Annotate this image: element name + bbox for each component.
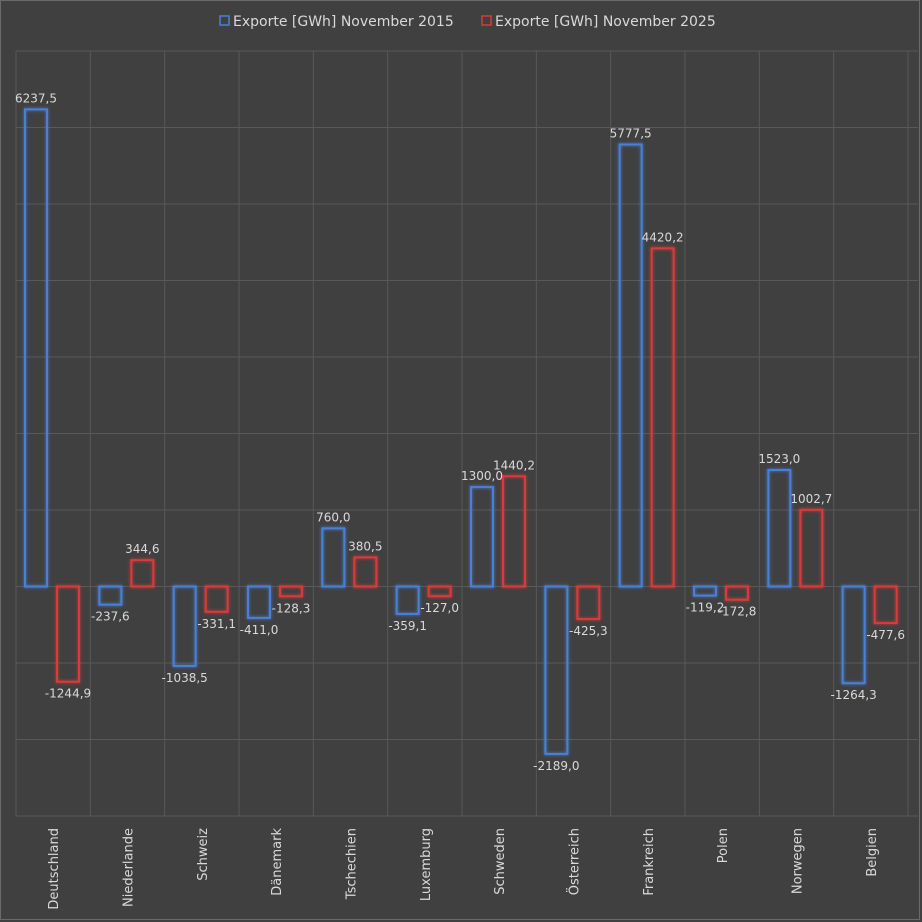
bar-2015	[618, 143, 643, 588]
data-label: -172,8	[718, 605, 757, 619]
data-label: 1523,0	[758, 452, 800, 466]
bar-2025	[56, 585, 80, 683]
data-labels: 6237,5 -237,6 -1038,5 -411,0 760,0 -359,1 1300…	[15, 91, 905, 773]
category-label: Schweden	[493, 828, 508, 895]
data-label: -119,2	[686, 601, 725, 615]
data-label: -425,3	[569, 624, 608, 638]
data-label: 6237,5	[15, 91, 57, 105]
data-label: -127,0	[420, 601, 459, 615]
data-label: -411,0	[240, 623, 279, 637]
bar-2025	[873, 585, 898, 625]
bar-2025	[427, 585, 452, 598]
category-label: Frankreich	[642, 828, 657, 896]
data-label: 380,5	[348, 539, 382, 553]
grid	[15, 50, 918, 817]
data-label: -1244,9	[45, 687, 91, 701]
bar-2015	[544, 585, 569, 755]
bar-2025	[650, 247, 675, 588]
bars	[24, 108, 898, 755]
category-labels: Deutschland Niederlande Schweiz Dänemark Tsc…	[47, 828, 880, 910]
bar-2025	[725, 585, 749, 601]
data-label: 4420,2	[642, 230, 684, 244]
legend-label: Exporte [GWh] November 2015	[233, 14, 454, 30]
category-label: Dänemark	[270, 828, 285, 896]
data-label: 1002,7	[790, 492, 832, 506]
legend-swatch-2015	[219, 15, 230, 26]
data-label: -237,6	[91, 610, 130, 624]
bar-2015	[247, 585, 271, 619]
bar-2025	[502, 475, 526, 588]
category-label: Schweiz	[196, 828, 211, 881]
data-label: 760,0	[316, 510, 350, 524]
legend-swatch-2025	[481, 15, 492, 26]
category-label: Luxemburg	[419, 828, 434, 901]
category-label: Belgien	[865, 828, 880, 877]
legend-label: Exporte [GWh] November 2025	[495, 14, 716, 30]
data-label: -2189,0	[533, 759, 579, 773]
category-label: Niederlande	[122, 828, 137, 907]
bar-2025	[130, 559, 155, 588]
bar-2015	[767, 468, 792, 588]
data-label: -128,3	[272, 601, 311, 615]
bar-2015	[395, 585, 420, 615]
bar-2025	[799, 508, 824, 588]
bar-2015	[841, 585, 866, 685]
bar-2025	[353, 556, 378, 588]
data-label: -1038,5	[162, 671, 208, 685]
bar-2015	[172, 585, 197, 667]
bar-2015	[693, 585, 717, 597]
category-label: Norwegen	[791, 828, 806, 894]
bar-2025	[279, 585, 303, 598]
category-label: Polen	[716, 828, 731, 863]
data-label: -331,1	[197, 617, 236, 631]
category-label: Tschechien	[345, 828, 360, 900]
data-label: -359,1	[388, 619, 427, 633]
data-label: -1264,3	[831, 688, 877, 702]
bar-2025	[204, 585, 229, 613]
bar-2025	[576, 585, 601, 621]
bar-2015	[470, 486, 494, 588]
category-label: Deutschland	[47, 828, 62, 910]
data-label: 1440,2	[493, 458, 535, 472]
bar-2015	[24, 108, 48, 588]
data-label: 1300,0	[461, 469, 503, 483]
data-label: 344,6	[125, 542, 159, 556]
data-label: 5777,5	[610, 127, 652, 141]
legend: Exporte [GWh] November 2015 Exporte [GWh]…	[219, 14, 716, 30]
data-label: -477,6	[866, 628, 905, 642]
category-label: Österreich	[566, 828, 583, 895]
bar-2015	[321, 527, 346, 588]
bar-2015	[98, 585, 123, 606]
